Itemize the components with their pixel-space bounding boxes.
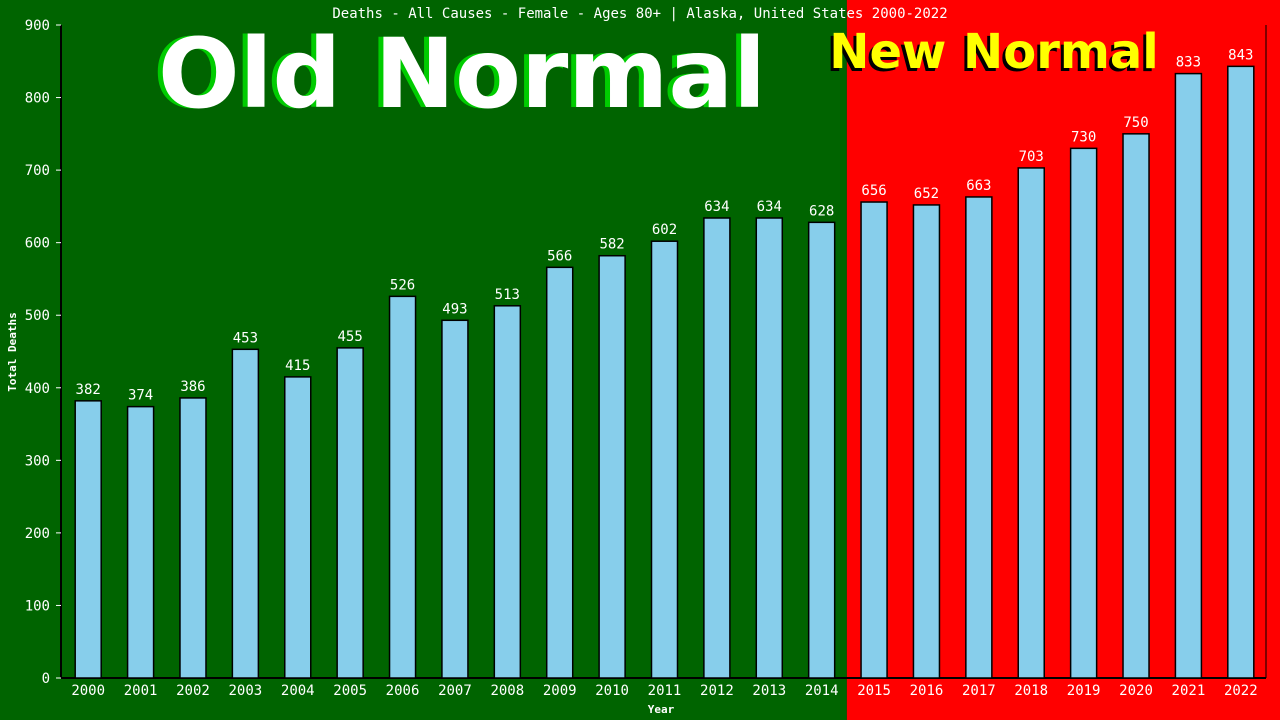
bar-2014 [807, 221, 836, 679]
data-label: 730 [1071, 129, 1096, 145]
bar-2001 [126, 405, 155, 679]
x-axis-title: Year [648, 703, 675, 716]
x-tick-label: 2008 [490, 683, 524, 699]
x-tick-label: 2002 [176, 683, 210, 699]
data-label: 566 [547, 248, 572, 264]
data-label: 513 [495, 287, 520, 303]
x-tick-label: 2011 [648, 683, 682, 699]
y-tick-label: 600 [25, 236, 50, 252]
bar-2015 [860, 201, 888, 679]
x-tick-label: 2005 [333, 683, 367, 699]
bar-2008 [493, 305, 522, 679]
x-tick-label: 2015 [857, 683, 891, 699]
data-label: 634 [757, 199, 782, 215]
bar-2021 [1174, 72, 1203, 679]
x-tick-label: 2019 [1067, 683, 1101, 699]
new-normal-label: New Normal [829, 24, 1158, 80]
data-label: 526 [390, 277, 415, 293]
x-tick-label: 2017 [962, 683, 996, 699]
x-tick-label: 2014 [805, 683, 839, 699]
x-tick-label: 2012 [700, 683, 734, 699]
data-label: 582 [599, 237, 624, 253]
old-normal-label-shadow: Old Normal [153, 18, 761, 130]
y-tick-label: 100 [25, 598, 50, 614]
data-label: 455 [338, 329, 363, 345]
bar-2000 [74, 400, 102, 679]
x-tick-label: 2022 [1224, 683, 1258, 699]
data-label: 453 [233, 330, 258, 346]
bars [74, 65, 1255, 679]
bar-2018 [1017, 167, 1045, 679]
y-tick-label: 400 [25, 381, 50, 397]
x-tick-label: 2010 [595, 683, 629, 699]
bar-2016 [912, 204, 941, 679]
bar-2012 [703, 217, 731, 679]
bar-2004 [284, 376, 312, 679]
y-tick-label: 900 [25, 18, 50, 34]
bar-2020 [1122, 133, 1150, 679]
data-label: 493 [442, 301, 467, 317]
x-tick-label: 2021 [1172, 683, 1206, 699]
bar-2013 [755, 217, 784, 679]
data-labels: 382 374 386 453 415 455 526 493 513 566 582 602 634 6… [76, 47, 1254, 403]
data-label: 374 [128, 388, 153, 404]
data-label: 663 [966, 178, 991, 194]
x-tick-label: 2016 [910, 683, 944, 699]
bar-2006 [388, 295, 417, 679]
region-background-new-normal [846, 0, 1280, 720]
data-label: 652 [914, 186, 939, 202]
data-label: 833 [1176, 55, 1201, 71]
bar-2002 [179, 397, 207, 679]
data-label: 656 [861, 183, 886, 199]
x-tick-label: 2007 [438, 683, 472, 699]
x-tick-label: 2004 [281, 683, 315, 699]
chart-title: Deaths - All Causes - Female - Ages 80+ … [332, 6, 947, 22]
x-tick-label: 2001 [124, 683, 158, 699]
data-label: 628 [809, 203, 834, 219]
x-tick-label: 2020 [1119, 683, 1153, 699]
data-label: 703 [1019, 149, 1044, 165]
new-normal-label-shadow: New Normal [826, 27, 1155, 83]
bar-2009 [545, 266, 574, 679]
bar-2010 [598, 254, 626, 679]
y-axis-title: Total Deaths [6, 312, 19, 391]
bar-2017 [965, 196, 993, 679]
y-tick-label: 700 [25, 163, 50, 179]
data-label: 386 [180, 379, 205, 395]
data-label: 843 [1228, 47, 1253, 63]
data-label: 634 [704, 199, 729, 215]
x-tick-label: 2009 [543, 683, 577, 699]
old-normal-label: Old Normal [158, 18, 766, 130]
bar-2007 [441, 319, 469, 679]
bar-2019 [1069, 147, 1098, 679]
data-label: 602 [652, 222, 677, 238]
bar-2005 [336, 347, 364, 679]
y-tick-label: 200 [25, 526, 50, 542]
y-tick-label: 800 [25, 91, 50, 107]
y-tick-label: 0 [42, 671, 50, 687]
x-tick-label: 2003 [229, 683, 263, 699]
axes: 0 100 200 300 400 500 600 700 800 900 2000 2001 2002… [25, 18, 1267, 699]
data-label: 750 [1123, 115, 1148, 131]
data-label: 382 [76, 382, 101, 398]
y-tick-label: 500 [25, 308, 50, 324]
x-tick-label: 2013 [752, 683, 786, 699]
x-tick-label: 2006 [386, 683, 420, 699]
bar-2022 [1227, 65, 1255, 679]
data-label: 415 [285, 358, 310, 374]
bar-2003 [231, 348, 260, 679]
x-tick-label: 2018 [1014, 683, 1048, 699]
x-tick-label: 2000 [71, 683, 105, 699]
bar-2011 [650, 240, 679, 679]
y-tick-label: 300 [25, 453, 50, 469]
